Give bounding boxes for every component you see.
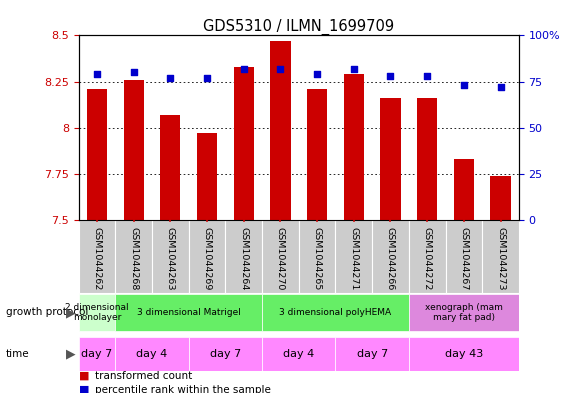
Text: 3 dimensional Matrigel: 3 dimensional Matrigel xyxy=(137,308,241,317)
Point xyxy=(386,73,395,79)
Text: GSM1044270: GSM1044270 xyxy=(276,227,285,291)
Bar xyxy=(124,80,144,220)
Text: day 7: day 7 xyxy=(357,349,388,359)
Bar xyxy=(115,294,262,331)
Bar xyxy=(79,337,115,371)
Point xyxy=(459,82,469,88)
Text: GSM1044265: GSM1044265 xyxy=(312,227,322,291)
Text: GSM1044266: GSM1044266 xyxy=(386,227,395,291)
Text: GSM1044271: GSM1044271 xyxy=(349,227,359,291)
Text: GSM1044268: GSM1044268 xyxy=(129,227,138,291)
Point xyxy=(92,71,101,77)
Point xyxy=(276,66,285,72)
Text: day 4: day 4 xyxy=(283,349,314,359)
Bar xyxy=(344,74,364,220)
Bar xyxy=(262,337,335,371)
Text: GSM1044264: GSM1044264 xyxy=(239,227,248,291)
Bar xyxy=(115,337,189,371)
Bar xyxy=(454,159,474,220)
Text: GSM1044272: GSM1044272 xyxy=(423,227,431,291)
Text: day 43: day 43 xyxy=(445,349,483,359)
Point xyxy=(166,75,175,81)
Text: GSM1044269: GSM1044269 xyxy=(202,227,212,291)
Point xyxy=(423,73,432,79)
Bar xyxy=(380,98,401,220)
Text: time: time xyxy=(6,349,30,359)
Text: xenograph (mam
mary fat pad): xenograph (mam mary fat pad) xyxy=(425,303,503,322)
Bar xyxy=(234,67,254,220)
Text: ▶: ▶ xyxy=(66,347,76,360)
Text: GSM1044263: GSM1044263 xyxy=(166,227,175,291)
Title: GDS5310 / ILMN_1699709: GDS5310 / ILMN_1699709 xyxy=(203,19,394,35)
Point xyxy=(239,66,248,72)
Text: day 7: day 7 xyxy=(82,349,113,359)
Text: ▶: ▶ xyxy=(66,306,76,319)
Bar xyxy=(87,89,107,220)
Bar xyxy=(160,115,181,220)
Text: GSM1044262: GSM1044262 xyxy=(93,227,101,291)
Text: transformed count: transformed count xyxy=(95,371,192,381)
Bar xyxy=(307,89,327,220)
Bar xyxy=(271,41,290,220)
Text: day 7: day 7 xyxy=(210,349,241,359)
Bar xyxy=(197,133,217,220)
Bar xyxy=(490,176,511,220)
Point xyxy=(496,84,505,90)
Text: GSM1044273: GSM1044273 xyxy=(496,227,505,291)
Text: ■: ■ xyxy=(79,385,89,393)
Point xyxy=(349,66,359,72)
Text: day 4: day 4 xyxy=(136,349,168,359)
Text: growth protocol: growth protocol xyxy=(6,307,88,318)
Bar xyxy=(417,98,437,220)
Point xyxy=(312,71,322,77)
Text: percentile rank within the sample: percentile rank within the sample xyxy=(95,385,271,393)
Bar xyxy=(79,294,115,331)
Text: GSM1044267: GSM1044267 xyxy=(459,227,468,291)
Text: 2 dimensional
monolayer: 2 dimensional monolayer xyxy=(65,303,129,322)
Point xyxy=(129,69,138,75)
Bar xyxy=(409,294,519,331)
Text: 3 dimensional polyHEMA: 3 dimensional polyHEMA xyxy=(279,308,392,317)
Bar xyxy=(335,337,409,371)
Text: ■: ■ xyxy=(79,371,89,381)
Bar xyxy=(189,337,262,371)
Point xyxy=(202,75,212,81)
Bar xyxy=(409,337,519,371)
Bar xyxy=(262,294,409,331)
